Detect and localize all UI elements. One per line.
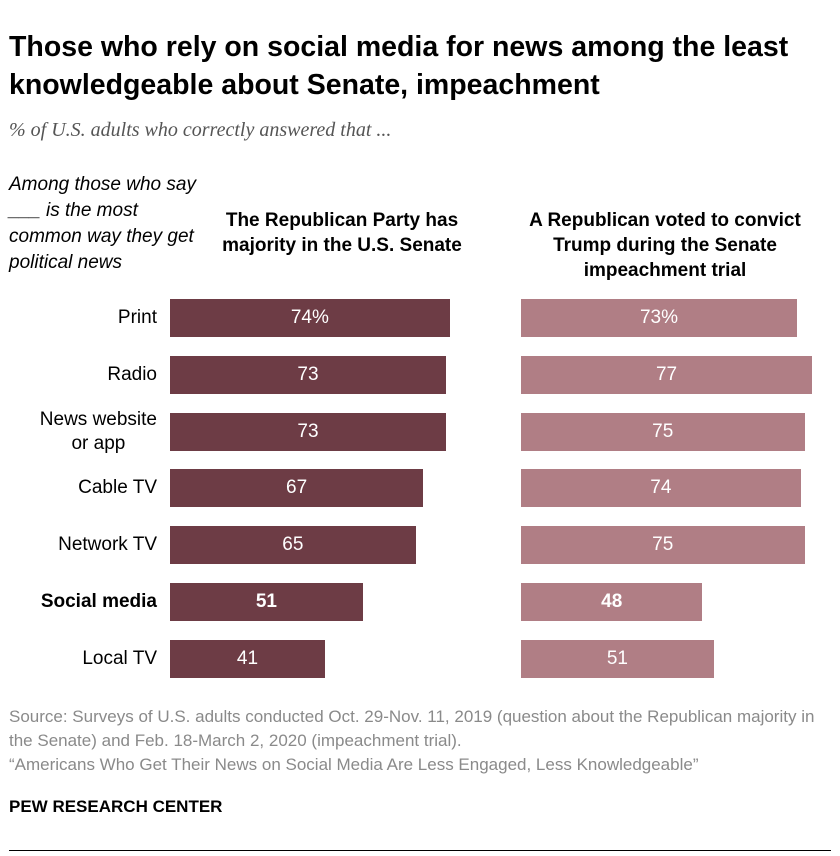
category-label: Cable TV [78, 477, 157, 499]
bar [170, 469, 424, 508]
category-label: Social media [40, 591, 157, 612]
data-label: 77 [655, 363, 678, 385]
bar [521, 469, 801, 508]
data-label: 41 [236, 647, 259, 669]
data-label: 74% [290, 307, 329, 328]
column-header-senate: The Republican Party has majority in the… [222, 210, 462, 256]
bar [170, 639, 325, 678]
bar [170, 583, 363, 621]
category-label: Local TV [82, 647, 157, 669]
data-label: 75 [652, 420, 674, 442]
data-label: 67 [286, 477, 308, 499]
data-label: 48 [601, 591, 623, 612]
data-label: 51 [606, 647, 628, 669]
bar [521, 412, 805, 451]
chart-subtitle: % of U.S. adults who correctly answered … [9, 119, 392, 141]
bar [521, 299, 797, 337]
data-label: 73 [297, 420, 319, 442]
bar [521, 526, 805, 565]
category-label: Print [117, 307, 157, 328]
bottom-rule [9, 850, 831, 851]
data-label: 73 [297, 363, 319, 385]
bar [170, 299, 450, 337]
brand-logo: PEW RESEARCH CENTER [9, 797, 223, 816]
category-label: Network TV [58, 534, 157, 556]
chart-title: Those who rely on social media for news … [9, 31, 789, 101]
category-label: Radio [107, 363, 157, 385]
data-label: 51 [255, 591, 277, 612]
data-label: 65 [282, 534, 304, 556]
source-note: Source: Surveys of U.S. adults conducted… [9, 705, 839, 777]
source-text: Source: Surveys of U.S. adults conducted… [9, 707, 815, 750]
data-label: 73% [639, 307, 678, 328]
bar [521, 583, 703, 621]
category-label: News website or app [39, 408, 157, 454]
bar [521, 639, 714, 678]
data-label: 74 [650, 477, 672, 499]
column-header-impeachment: A Republican voted to convict Trump duri… [529, 210, 801, 281]
data-label: 75 [652, 534, 674, 556]
bar [170, 412, 446, 451]
bar [170, 526, 416, 565]
report-title: “Americans Who Get Their News on Social … [9, 755, 699, 774]
row-header: Among those who say ___ is the most comm… [9, 174, 196, 273]
bar [170, 355, 446, 394]
bar [521, 355, 813, 394]
